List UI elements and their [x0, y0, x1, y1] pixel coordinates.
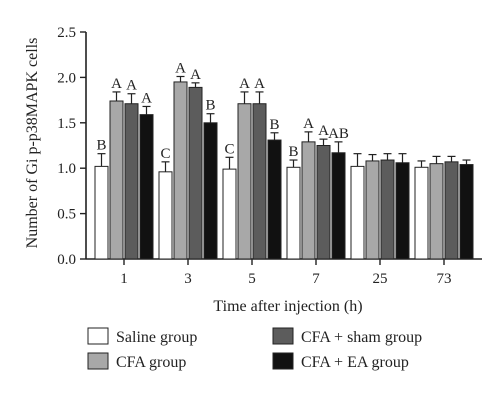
- y-tick-label: 0.5: [57, 207, 76, 223]
- legend-swatch: [87, 327, 109, 345]
- bar: [222, 168, 237, 260]
- bar: [444, 161, 459, 260]
- y-tick-label: 2.5: [57, 25, 76, 41]
- x-axis: 1 3 5 7 25 73: [86, 258, 482, 287]
- bar: [414, 166, 429, 260]
- legend-item: Saline group: [87, 327, 197, 346]
- bar: [267, 139, 282, 260]
- legend-item: CFA group: [87, 352, 186, 371]
- bar: [203, 122, 218, 260]
- significance-label: A: [239, 76, 250, 92]
- bar: [350, 165, 365, 260]
- bar: [316, 145, 331, 260]
- y-axis-title: Number of Gi p-p38MAPK cells: [24, 38, 41, 249]
- significance-label: A: [175, 60, 186, 76]
- x-tick-label: 73: [437, 271, 452, 287]
- significance-label: A: [303, 116, 314, 132]
- legend-label: Saline group: [116, 329, 197, 346]
- x-tick-label: 1: [120, 271, 128, 287]
- legend-item: CFA + sham group: [272, 327, 422, 346]
- y-axis: 0.0 0.5 1.0 1.5 2.0 2.5: [57, 25, 87, 268]
- bar: [395, 162, 410, 260]
- bar: [173, 81, 188, 260]
- legend-swatch: [87, 352, 109, 370]
- significance-label: A: [190, 67, 201, 83]
- bar: [301, 141, 316, 260]
- x-axis-title: Time after injection (h): [213, 298, 362, 315]
- significance-label: C: [160, 146, 170, 162]
- x-tick-label: 7: [312, 271, 320, 287]
- legend: Saline group CFA group CFA + sham group CFA…: [87, 327, 422, 371]
- bar: [139, 114, 154, 260]
- bar: [237, 103, 252, 260]
- bar: [124, 103, 139, 260]
- significance-label: A: [111, 76, 122, 92]
- bar: [365, 160, 380, 260]
- bar: [158, 171, 173, 260]
- y-tick-label: 2.0: [57, 70, 76, 86]
- legend-swatch: [272, 327, 294, 345]
- significance-label: B: [205, 98, 215, 114]
- bar: [94, 165, 109, 260]
- significance-label: B: [288, 144, 298, 160]
- bar: [188, 86, 203, 260]
- legend-item: CFA + EA group: [272, 352, 409, 371]
- significance-label: A: [141, 90, 152, 106]
- significance-label: A: [318, 123, 329, 139]
- significance-label: C: [224, 141, 234, 157]
- bar: [429, 163, 444, 260]
- legend-swatch: [272, 352, 294, 370]
- significance-label: B: [269, 117, 279, 133]
- bar: [459, 164, 474, 260]
- bar: [380, 159, 395, 260]
- significance-label: AB: [328, 126, 349, 142]
- x-tick-label: 25: [373, 271, 388, 287]
- significance-label: A: [254, 76, 265, 92]
- y-tick-label: 0.0: [57, 252, 76, 268]
- y-tick-label: 1.0: [57, 161, 76, 177]
- significance-label: A: [126, 78, 137, 94]
- bar: [109, 100, 124, 260]
- bar: [286, 166, 301, 260]
- legend-label: CFA + sham group: [301, 329, 422, 346]
- bar: [252, 103, 267, 260]
- bars: [94, 75, 474, 260]
- x-tick-label: 3: [184, 271, 192, 287]
- legend-label: CFA group: [116, 354, 186, 371]
- x-tick-label: 5: [248, 271, 256, 287]
- significance-label: B: [96, 138, 106, 154]
- y-tick-label: 1.5: [57, 116, 76, 132]
- legend-label: CFA + EA group: [301, 354, 409, 371]
- bar: [331, 152, 346, 260]
